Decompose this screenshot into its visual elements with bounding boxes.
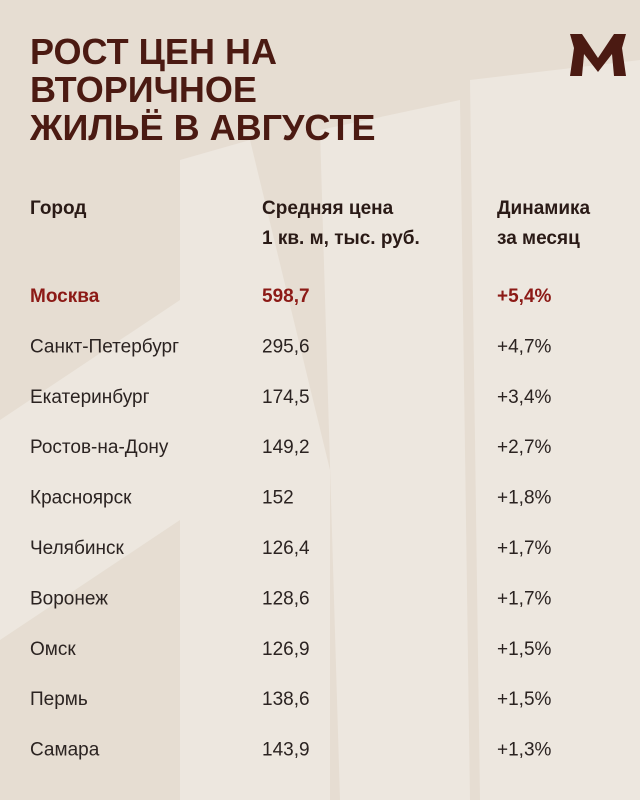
table-cell: 149,2 <box>262 437 310 458</box>
table-cell: 598,7 <box>262 286 310 307</box>
logo <box>570 34 626 76</box>
column-header: Средняя цена <box>262 198 394 219</box>
column-header: Динамика <box>497 198 591 219</box>
table-cell: +1,7% <box>497 538 552 559</box>
column-header: за месяц <box>497 228 580 249</box>
table-cell: 138,6 <box>262 689 310 710</box>
table-cell: 128,6 <box>262 588 310 609</box>
table-cell: +1,5% <box>497 689 552 710</box>
table-cell: +1,5% <box>497 639 552 660</box>
column-header: Город <box>30 198 86 219</box>
table-cell: +1,8% <box>497 488 552 509</box>
table-cell: Самара <box>30 740 100 761</box>
table-cell: Екатеринбург <box>30 387 150 408</box>
table-cell: +5,4% <box>497 286 552 307</box>
table-cell: +2,7% <box>497 437 552 458</box>
table-cell: Санкт-Петербург <box>30 336 179 357</box>
table-cell: +3,4% <box>497 387 552 408</box>
table-cell: Челябинск <box>30 538 124 559</box>
table-cell: Пермь <box>30 689 88 710</box>
table-cell: +1,3% <box>497 740 552 761</box>
title-line: РОСТ ЦЕН НА <box>30 31 277 72</box>
title-line: ВТОРИЧНОЕ <box>30 69 257 110</box>
title-line: ЖИЛЬЁ В АВГУСТЕ <box>29 107 376 148</box>
background-pattern <box>0 60 640 800</box>
table-cell: 126,9 <box>262 639 310 660</box>
column-header: 1 кв. м, тыс. руб. <box>262 228 420 249</box>
table-cell: Ростов-на-Дону <box>30 437 169 458</box>
table-cell: 143,9 <box>262 740 310 761</box>
table-cell: 126,4 <box>262 538 310 559</box>
table-cell: Воронеж <box>30 588 108 609</box>
table-cell: 295,6 <box>262 336 310 357</box>
table-cell: 152 <box>262 488 294 509</box>
table-cell: Омск <box>30 639 76 660</box>
table-cell: Москва <box>30 286 100 307</box>
table-cell: +4,7% <box>497 336 552 357</box>
table-cell: 174,5 <box>262 387 310 408</box>
table-cell: +1,7% <box>497 588 552 609</box>
table-cell: Красноярск <box>30 488 132 509</box>
